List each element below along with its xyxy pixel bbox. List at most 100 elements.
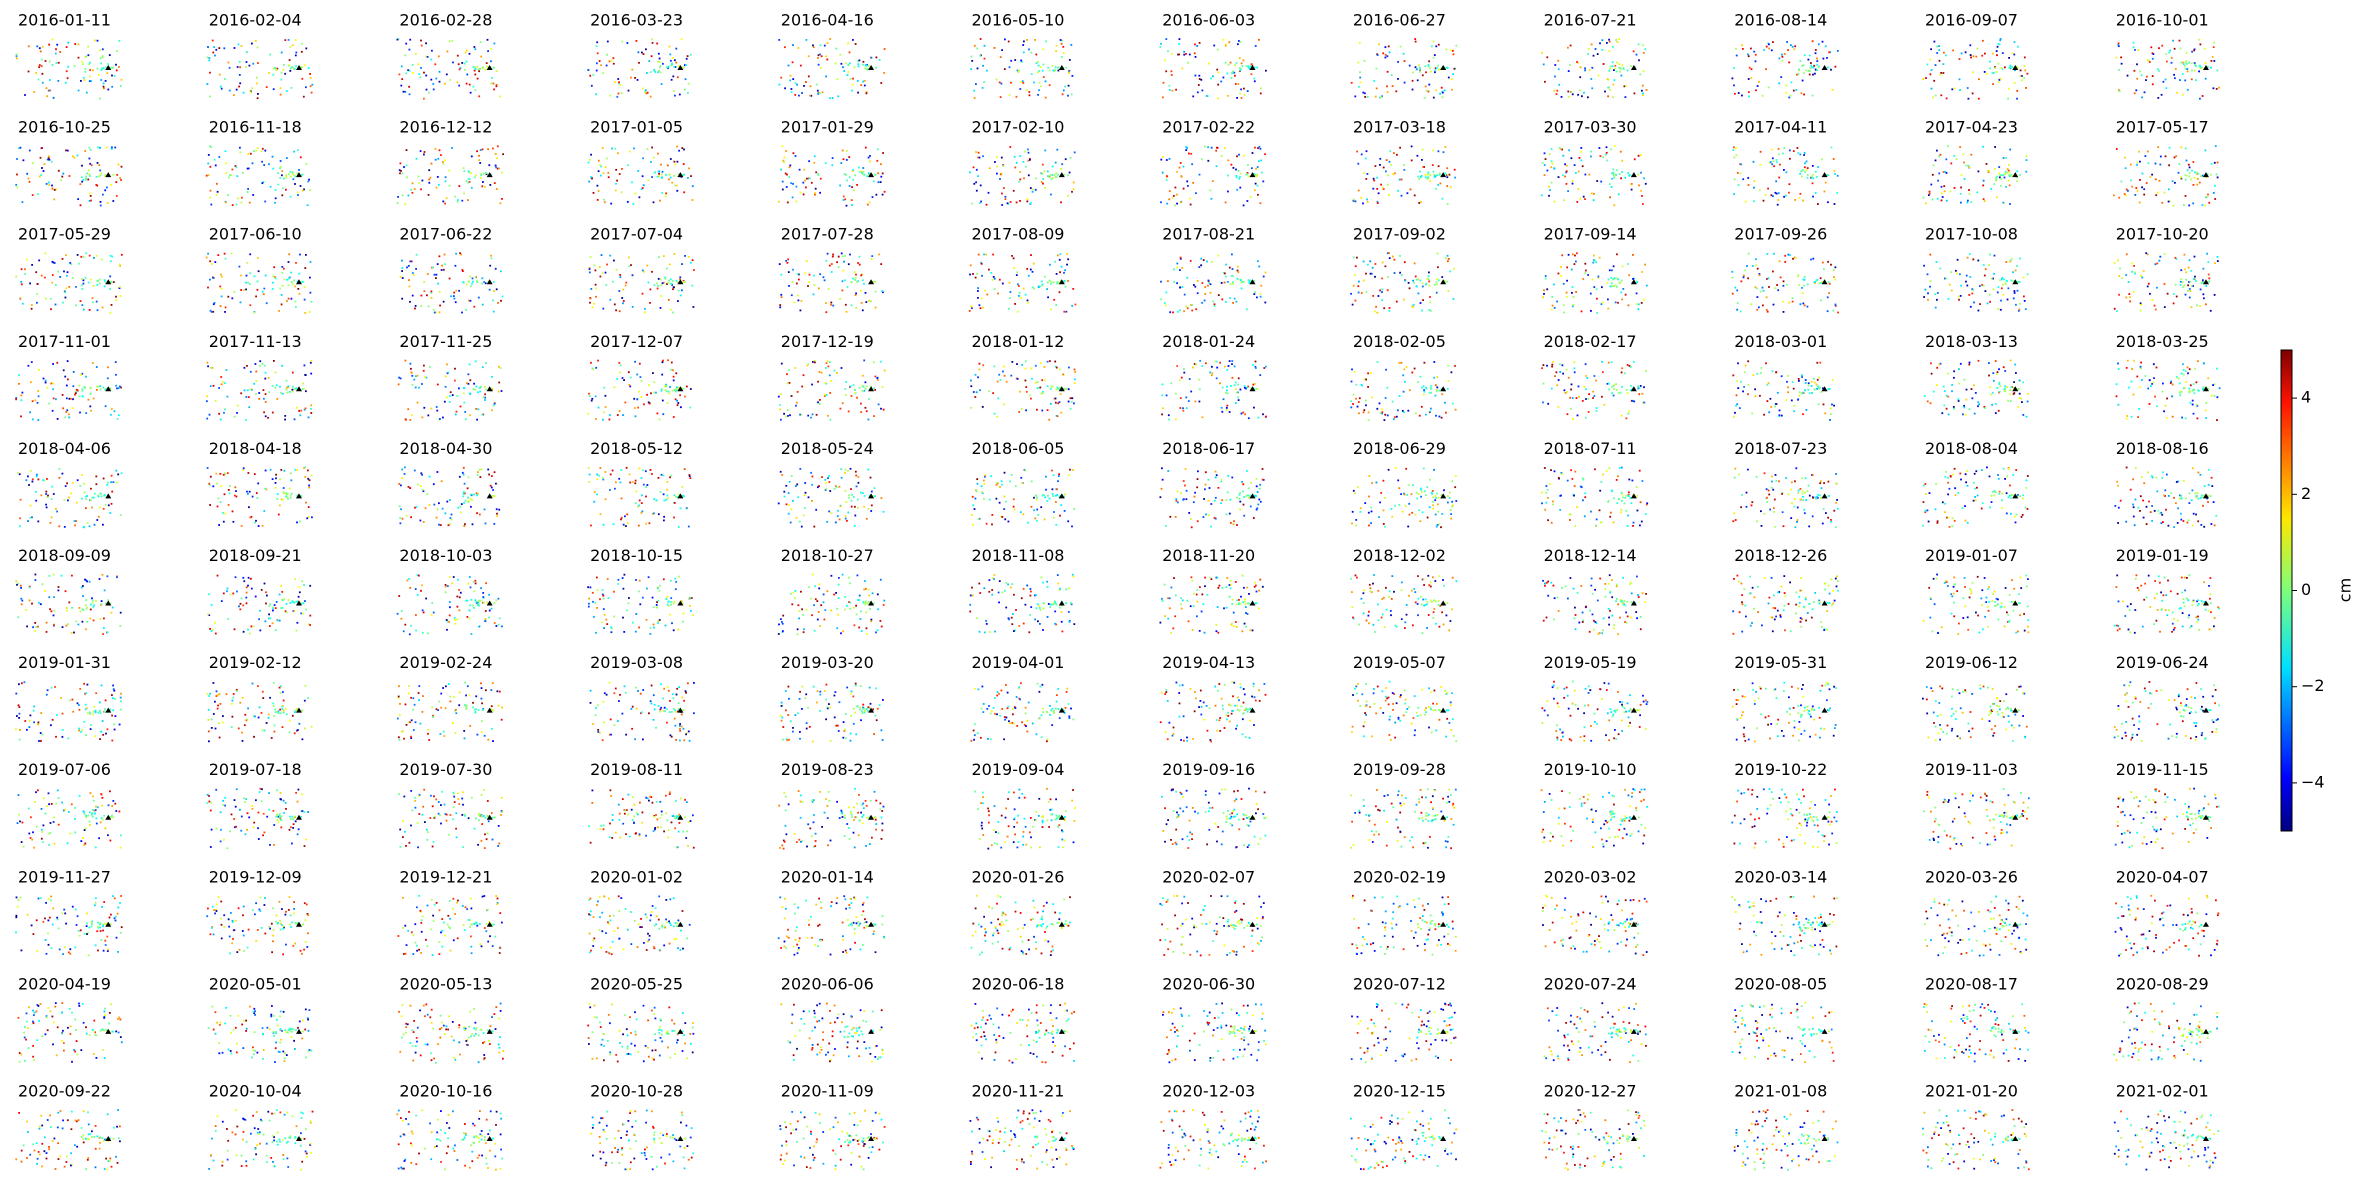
speckle bbox=[1611, 269, 1613, 272]
speckle bbox=[1621, 265, 1624, 268]
speckle bbox=[245, 61, 248, 63]
speckle bbox=[408, 69, 411, 72]
speckle bbox=[1183, 53, 1186, 56]
speckle bbox=[1181, 267, 1184, 269]
speckle bbox=[2139, 179, 2141, 181]
speckle bbox=[444, 159, 446, 162]
speckle bbox=[476, 281, 479, 283]
speckle bbox=[1035, 53, 1038, 56]
speckle bbox=[1577, 385, 1580, 388]
speckle bbox=[689, 388, 692, 390]
speckle bbox=[284, 72, 287, 75]
speckle bbox=[1213, 305, 1216, 307]
speckle bbox=[790, 294, 793, 297]
speckle bbox=[1352, 198, 1355, 201]
speckle bbox=[778, 39, 781, 41]
panel bbox=[15, 38, 123, 100]
speckle bbox=[64, 416, 67, 419]
speckle bbox=[1582, 278, 1585, 280]
speckle bbox=[1814, 282, 1816, 284]
speckle bbox=[16, 186, 19, 189]
speckle bbox=[2001, 277, 2004, 279]
speckle bbox=[438, 70, 441, 73]
speckle bbox=[1608, 183, 1611, 185]
speckle bbox=[37, 78, 40, 81]
speckle bbox=[1566, 266, 1569, 269]
speckle bbox=[1376, 361, 1379, 363]
speckle bbox=[619, 274, 622, 276]
speckle bbox=[19, 297, 22, 300]
speckle bbox=[1041, 379, 1044, 382]
speckle bbox=[299, 253, 301, 256]
speckle bbox=[2117, 42, 2120, 45]
speckle bbox=[651, 270, 653, 273]
speckle bbox=[668, 45, 671, 48]
speckle bbox=[1562, 282, 1565, 285]
speckle bbox=[1965, 164, 1968, 167]
speckle bbox=[860, 289, 862, 292]
speckle bbox=[292, 173, 295, 176]
speckle bbox=[64, 296, 67, 299]
speckle bbox=[789, 164, 792, 167]
speckle bbox=[454, 301, 457, 304]
speckle bbox=[81, 395, 84, 398]
speckle bbox=[399, 276, 402, 278]
speckle bbox=[870, 258, 873, 260]
speckle bbox=[1063, 271, 1065, 274]
panel-title: 2017-02-10 bbox=[972, 118, 1065, 137]
speckle bbox=[1358, 412, 1360, 415]
speckle bbox=[2188, 259, 2191, 262]
speckle bbox=[1595, 288, 1598, 291]
speckle bbox=[865, 91, 868, 93]
speckle bbox=[667, 298, 670, 301]
speckle bbox=[1209, 291, 1212, 294]
speckle bbox=[248, 406, 251, 409]
speckle bbox=[2127, 189, 2129, 192]
speckle bbox=[1265, 69, 1267, 72]
speckle bbox=[1928, 194, 1930, 196]
speckle bbox=[1059, 39, 1062, 41]
speckle bbox=[258, 392, 261, 394]
speckle bbox=[621, 377, 624, 379]
speckle bbox=[1019, 178, 1022, 181]
speckle bbox=[1967, 199, 1969, 202]
speckle bbox=[446, 396, 448, 399]
speckle bbox=[472, 85, 475, 88]
speckle bbox=[417, 175, 420, 178]
speckle bbox=[1009, 146, 1012, 148]
speckle bbox=[430, 290, 433, 293]
speckle bbox=[254, 39, 257, 42]
panel-title: 2017-12-19 bbox=[781, 332, 874, 351]
speckle bbox=[602, 307, 605, 310]
speckle bbox=[1549, 189, 1551, 191]
speckle bbox=[458, 387, 460, 390]
speckle bbox=[642, 53, 645, 55]
speckle bbox=[74, 392, 77, 395]
speckle bbox=[1390, 74, 1393, 76]
speckle bbox=[1786, 283, 1788, 286]
speckle bbox=[2145, 252, 2148, 255]
speckle bbox=[263, 287, 266, 290]
speckle bbox=[975, 151, 977, 153]
speckle bbox=[264, 371, 267, 374]
panel bbox=[1352, 145, 1456, 205]
speckle bbox=[236, 404, 239, 407]
speckle bbox=[1755, 258, 1757, 261]
speckle bbox=[1584, 69, 1586, 72]
speckle bbox=[481, 413, 484, 416]
speckle bbox=[108, 54, 111, 56]
speckle bbox=[880, 407, 882, 410]
speckle bbox=[1434, 67, 1437, 70]
speckle bbox=[2202, 293, 2205, 296]
speckle bbox=[863, 389, 866, 392]
speckle bbox=[614, 189, 617, 192]
speckle bbox=[470, 285, 472, 288]
speckle bbox=[492, 281, 495, 283]
speckle bbox=[1958, 58, 1961, 60]
speckle bbox=[85, 252, 88, 255]
speckle bbox=[1590, 78, 1593, 80]
speckle bbox=[2214, 262, 2216, 264]
speckle bbox=[1025, 165, 1027, 168]
speckle bbox=[1611, 172, 1613, 175]
speckle bbox=[1797, 152, 1799, 154]
